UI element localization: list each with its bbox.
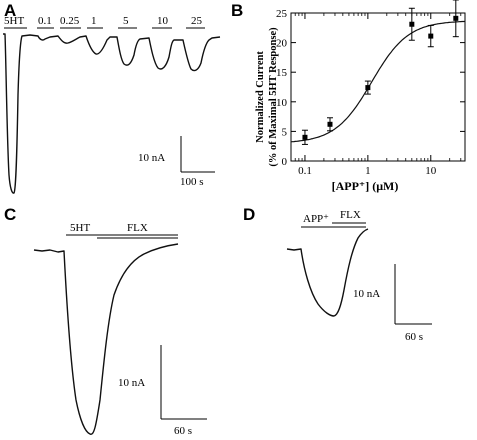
panel-d-scale-bar: 10 nA 60 s [353, 264, 432, 343]
point-marker [453, 15, 459, 21]
panel-a-letter: A [4, 1, 16, 20]
y-tick-label: 5 [282, 126, 288, 138]
scale-label-current: 10 nA [118, 377, 145, 389]
point-marker [409, 21, 415, 27]
stim-label-25: 25 [191, 15, 203, 27]
stim-label-5ht: 5HT [70, 222, 90, 234]
data-point [408, 7, 415, 41]
panel-a-stimulus-labels: 5HT 0.1 0.25 1 5 10 25 [4, 15, 203, 27]
panel-b-letter: B [231, 1, 243, 20]
x-tick-label: 0.1 [298, 165, 312, 177]
panel-b-data-points [301, 0, 459, 145]
x-axis-title: [APP⁺] (μM) [332, 179, 399, 193]
panel-c-current-trace [33, 243, 179, 435]
panel-b-tick-labels: 0 5 10 15 20 25 0.1 1 10 [276, 8, 437, 177]
data-point [301, 129, 308, 145]
stim-label-1: 1 [91, 15, 97, 27]
scale-label-time: 60 s [174, 425, 192, 437]
stim-label-app: APP⁺ [303, 213, 329, 225]
point-marker [327, 121, 333, 127]
plot-frame [290, 12, 466, 162]
panel-a-scale-bar: 10 nA 100 s [138, 136, 215, 188]
panel-a: A 5HT 0.1 0.25 1 5 10 25 10 nA 100 s [3, 1, 221, 194]
stim-label-0-1: 0.1 [38, 15, 52, 27]
data-point [364, 80, 371, 95]
scale-label-current: 10 nA [353, 288, 380, 300]
panel-c-letter: C [4, 205, 16, 224]
data-point [452, 0, 459, 38]
y-tick-label: 25 [276, 8, 288, 20]
panel-d-letter: D [243, 205, 255, 224]
panel-b: B 0 5 10 15 20 25 0.1 1 10 Normalized Current (%… [231, 0, 466, 193]
scale-label-time: 100 s [180, 176, 204, 188]
point-marker [365, 85, 371, 91]
panel-b-fit-curve [290, 20, 466, 143]
point-marker [428, 33, 434, 39]
panel-d-stimulus: APP⁺ FLX [301, 209, 366, 228]
scale-label-time: 60 s [405, 331, 423, 343]
panel-a-current-trace [3, 33, 221, 194]
point-marker [302, 134, 308, 140]
data-point [326, 117, 333, 132]
panel-c-scale-bar: 10 nA 60 s [118, 345, 207, 437]
stim-label-5: 5 [123, 15, 129, 27]
panel-d-current-trace [286, 228, 369, 317]
panel-d: D APP⁺ FLX 10 nA 60 s [243, 205, 432, 343]
panel-c: C 5HT FLX 10 nA 60 s [4, 205, 207, 437]
scale-label-current: 10 nA [138, 152, 165, 164]
data-point [427, 24, 434, 48]
x-tick-label: 10 [425, 165, 437, 177]
y-tick-label: 15 [276, 67, 288, 79]
y-tick-label: 10 [276, 97, 288, 109]
stim-label-flx: FLX [340, 209, 361, 221]
stim-label-5ht: 5HT [4, 15, 24, 27]
y-tick-label: 20 [276, 38, 288, 50]
panel-c-stimulus: 5HT FLX [66, 222, 178, 239]
panel-b-axes [290, 12, 466, 162]
y-tick-label: 0 [282, 156, 288, 168]
stim-label-10: 10 [157, 15, 169, 27]
x-tick-label: 1 [365, 165, 371, 177]
stim-label-0-25: 0.25 [60, 15, 80, 27]
y-axis-title-line2: (% of Maximal 5HT Response) [268, 27, 279, 167]
stim-label-flx: FLX [127, 222, 148, 234]
y-axis-title-line1: Normalized Current [255, 51, 266, 143]
panel-b-axis-titles: Normalized Current (% of Maximal 5HT Res… [255, 27, 398, 193]
